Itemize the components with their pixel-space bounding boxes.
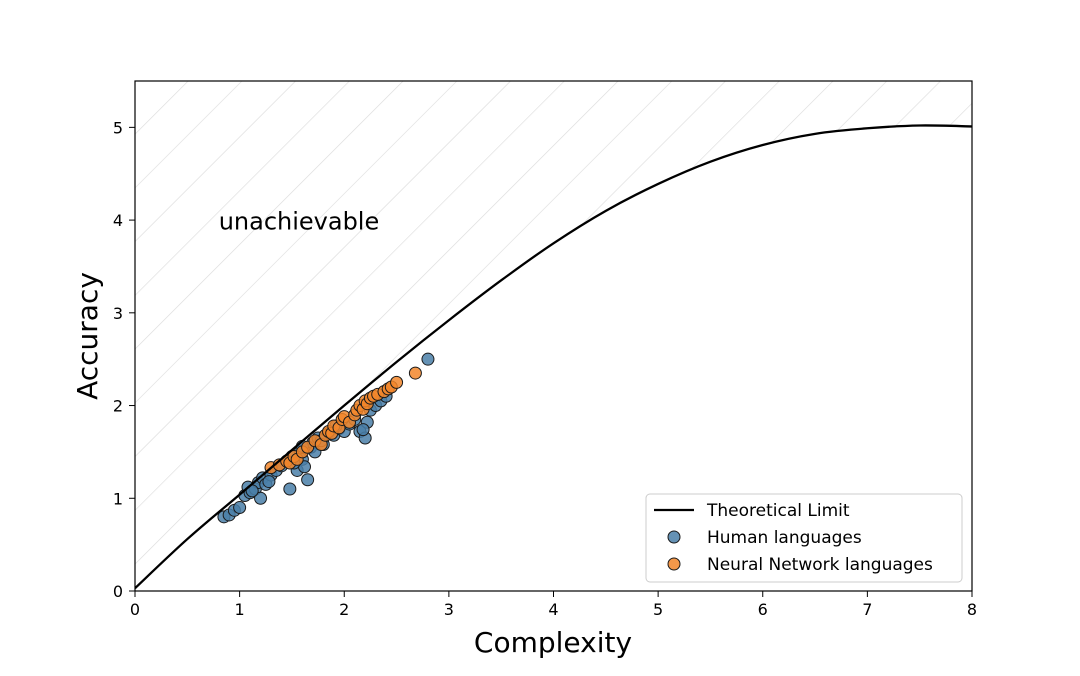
human-language-point [233,501,247,515]
neural-network-language-point [390,375,404,389]
legend-label-neural-network-languages: Neural Network languages [707,555,933,575]
x-axis-label: Complexity [474,626,632,659]
x-tick-label: 4 [548,600,558,619]
x-tick-label: 1 [235,600,245,619]
x-tick-label: 2 [339,600,349,619]
human-language-point [421,352,435,366]
legend-box [645,493,963,583]
x-axis-ticks: 0 1 2 3 4 5 6 7 8 [130,591,977,619]
theoretical-limit-line [135,124,972,590]
y-tick-label: 0 [113,582,123,601]
neural-network-languages-points [264,366,422,475]
legend-swatch-neural-network-languages [667,557,681,571]
y-tick-label: 1 [113,489,123,508]
unachievable-region [135,81,972,589]
human-language-point [254,491,268,505]
human-language-point [301,473,315,487]
y-axis-label: Accuracy [71,272,104,400]
y-tick-label: 4 [113,211,123,230]
human-language-point [356,423,370,437]
x-tick-label: 3 [444,600,454,619]
unachievable-annotation: unachievable [219,207,380,235]
legend-label-theoretical-limit: Theoretical Limit [706,501,850,521]
x-tick-label: 6 [758,600,768,619]
x-tick-label: 5 [653,600,663,619]
x-tick-label: 0 [130,600,140,619]
y-axis-ticks: 0 1 2 3 4 5 [113,118,135,601]
x-tick-label: 8 [967,600,977,619]
legend-swatch-human-languages [667,530,681,544]
y-tick-label: 5 [113,118,123,137]
neural-network-language-point [408,366,422,380]
y-tick-label: 2 [113,397,123,416]
legend: Theoretical Limit Human languages Neural… [645,493,963,583]
x-tick-label: 7 [862,600,872,619]
human-language-point [283,482,297,496]
y-tick-label: 3 [113,304,123,323]
legend-label-human-languages: Human languages [707,528,862,548]
human-language-point [262,475,276,489]
